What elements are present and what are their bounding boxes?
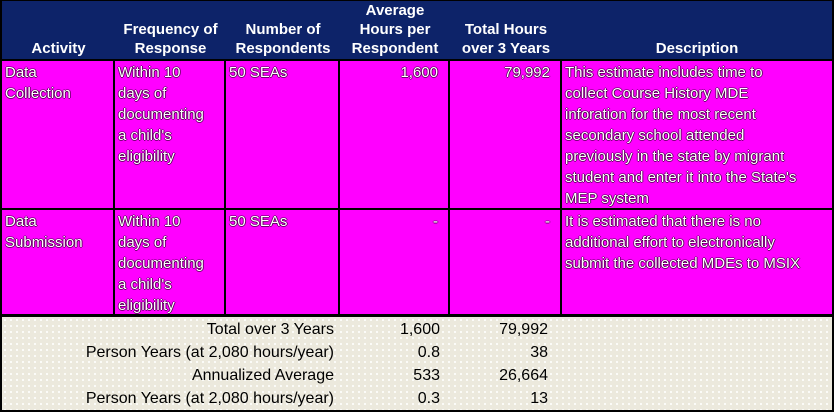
respondents-cell: 50 SEAs [226, 210, 340, 314]
footer-label: Annualized Average [191, 367, 334, 384]
table-row-data-collection: Data Collection Within 10 days of docume… [2, 61, 832, 210]
footer-row-person-years-2: Person Years (at 2,080 hours/year) 0.3 1… [2, 387, 832, 410]
table-row-data-submission: Data Submission Within 10 days of docume… [2, 210, 832, 317]
footer-avg-value: 0.8 [417, 344, 440, 361]
header-frequency: Frequency of Response [123, 21, 218, 57]
table-header-row: Activity Frequency of Response Number of… [2, 1, 832, 61]
footer-label: Total over 3 Years [206, 321, 334, 338]
frequency-cell: Within 10 days of documenting a child's … [115, 61, 226, 208]
frequency-cell: Within 10 days of documenting a child's … [115, 210, 226, 314]
description-cell: This estimate includes time to collect C… [565, 64, 797, 207]
header-description: Description [655, 40, 739, 57]
footer-spacer [562, 341, 832, 364]
totals-footer: Total over 3 Years 1,600 79,992 Person Y… [2, 317, 832, 410]
footer-total-value: 13 [530, 390, 548, 407]
footer-spacer [562, 318, 832, 341]
header-avg-hours: Average Hours per Respondent [351, 2, 439, 57]
header-total-hours: Total Hours over 3 Years [461, 21, 551, 57]
respondents-cell: 50 SEAs [226, 61, 340, 208]
activity-cell: Data Submission [2, 210, 115, 314]
footer-label: Person Years (at 2,080 hours/year) [85, 344, 334, 361]
header-activity: Activity [31, 40, 86, 57]
activity-cell: Data Collection [2, 61, 115, 208]
total-hours-cell: - [450, 210, 562, 314]
footer-total-value: 38 [530, 344, 548, 361]
footer-avg-value: 0.3 [417, 390, 440, 407]
footer-row-person-years-1: Person Years (at 2,080 hours/year) 0.8 3… [2, 341, 832, 364]
footer-total-value: 26,664 [499, 367, 548, 384]
footer-spacer [562, 364, 832, 387]
footer-row-annualized-average: Annualized Average 533 26,664 [2, 364, 832, 387]
description-cell: It is estimated that there is no additio… [565, 213, 801, 272]
total-hours-cell: 79,992 [450, 61, 562, 208]
avg-hours-cell: - [340, 210, 450, 314]
footer-avg-value: 533 [413, 367, 440, 384]
footer-spacer [562, 387, 832, 410]
footer-total-value: 79,992 [499, 321, 548, 338]
header-respondents: Number of Respondents [235, 21, 331, 57]
footer-avg-value: 1,600 [399, 321, 440, 338]
footer-row-total-over-3-years: Total over 3 Years 1,600 79,992 [2, 318, 832, 341]
avg-hours-cell: 1,600 [340, 61, 450, 208]
footer-label: Person Years (at 2,080 hours/year) [85, 390, 334, 407]
